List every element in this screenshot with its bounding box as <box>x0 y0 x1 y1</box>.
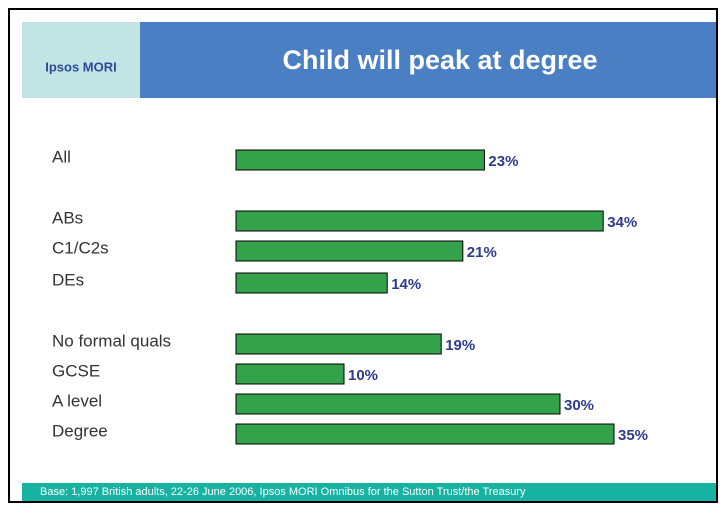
value-label: 19% <box>445 337 475 354</box>
category-label: ABs <box>52 208 83 227</box>
category-label: C1/C2s <box>52 238 109 257</box>
footer: Base: 1,997 British adults, 22-26 June 2… <box>40 486 526 498</box>
category-label: No formal quals <box>52 331 171 350</box>
bar <box>235 363 345 385</box>
footer-bar <box>22 483 716 501</box>
value-label: 35% <box>618 427 648 444</box>
value-label: 21% <box>467 244 497 261</box>
title-box <box>140 22 716 98</box>
bar <box>235 149 485 171</box>
category-label: GCSE <box>52 361 100 380</box>
value-label: 10% <box>348 367 378 384</box>
bar <box>235 240 464 262</box>
value-label: 30% <box>564 397 594 414</box>
bar <box>235 210 604 232</box>
logo-box <box>22 22 140 98</box>
value-label: 14% <box>391 276 421 293</box>
value-label: 34% <box>607 214 637 231</box>
bar <box>235 272 388 294</box>
bar <box>235 423 615 445</box>
category-label: DEs <box>52 270 84 289</box>
category-label: A level <box>52 391 102 410</box>
value-label: 23% <box>488 153 518 170</box>
category-label: All <box>52 147 71 166</box>
bar <box>235 393 561 415</box>
category-label: Degree <box>52 421 108 440</box>
chart-title: Child will peak at degree <box>282 45 597 75</box>
bar <box>235 333 442 355</box>
brand: Ipsos MORI <box>45 59 117 74</box>
